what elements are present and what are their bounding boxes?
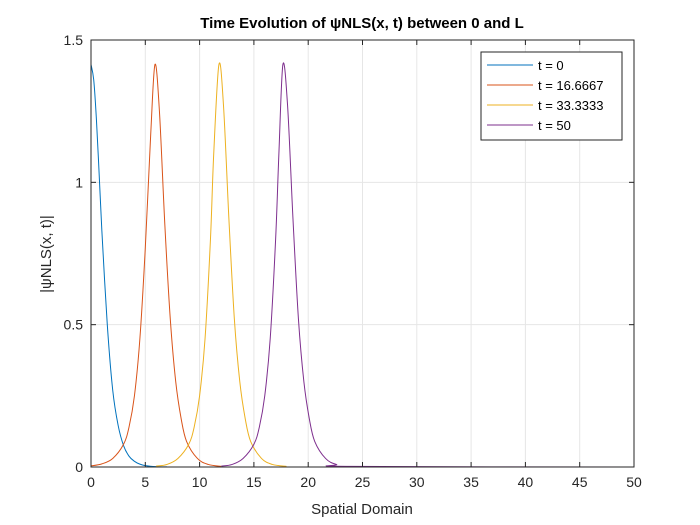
x-tick-label: 5	[141, 474, 149, 490]
x-tick-label: 35	[463, 474, 479, 490]
x-tick-label: 0	[87, 474, 95, 490]
legend-label-3: t = 50	[538, 118, 571, 133]
series-line-2	[156, 62, 287, 467]
x-tick-label: 40	[518, 474, 534, 490]
series-group	[90, 62, 635, 468]
chart-title: Time Evolution of ψNLS(x, t) between 0 a…	[200, 15, 524, 32]
x-tick-label: 15	[246, 474, 262, 490]
series-line-1	[90, 63, 222, 467]
x-tick-label: 20	[300, 474, 316, 490]
series-line-0	[90, 64, 168, 468]
legend-label-0: t = 0	[538, 58, 564, 73]
x-tick-label: 10	[192, 474, 208, 490]
legend-label-1: t = 16.6667	[538, 78, 603, 93]
x-tick-label: 30	[409, 474, 425, 490]
x-tick-label: 25	[355, 474, 371, 490]
legend: t = 0 t = 16.6667 t = 33.3333 t = 50	[480, 51, 623, 141]
ticks: 0 5 10 15 20 25 30 35 40 45 50 0 0.5 1 1.5	[64, 32, 642, 490]
y-tick-label: 1.5	[64, 32, 84, 48]
y-tick-label: 1	[75, 174, 83, 190]
y-axis-label: |ψNLS(x, t)|	[38, 215, 55, 293]
y-tick-label: 0.5	[64, 317, 84, 333]
x-tick-label: 45	[572, 474, 588, 490]
legend-label-2: t = 33.3333	[538, 98, 603, 113]
x-axis-label: Spatial Domain	[311, 501, 413, 518]
x-tick-label: 50	[626, 474, 642, 490]
series-line-3	[221, 62, 635, 468]
y-tick-label: 0	[75, 459, 83, 475]
